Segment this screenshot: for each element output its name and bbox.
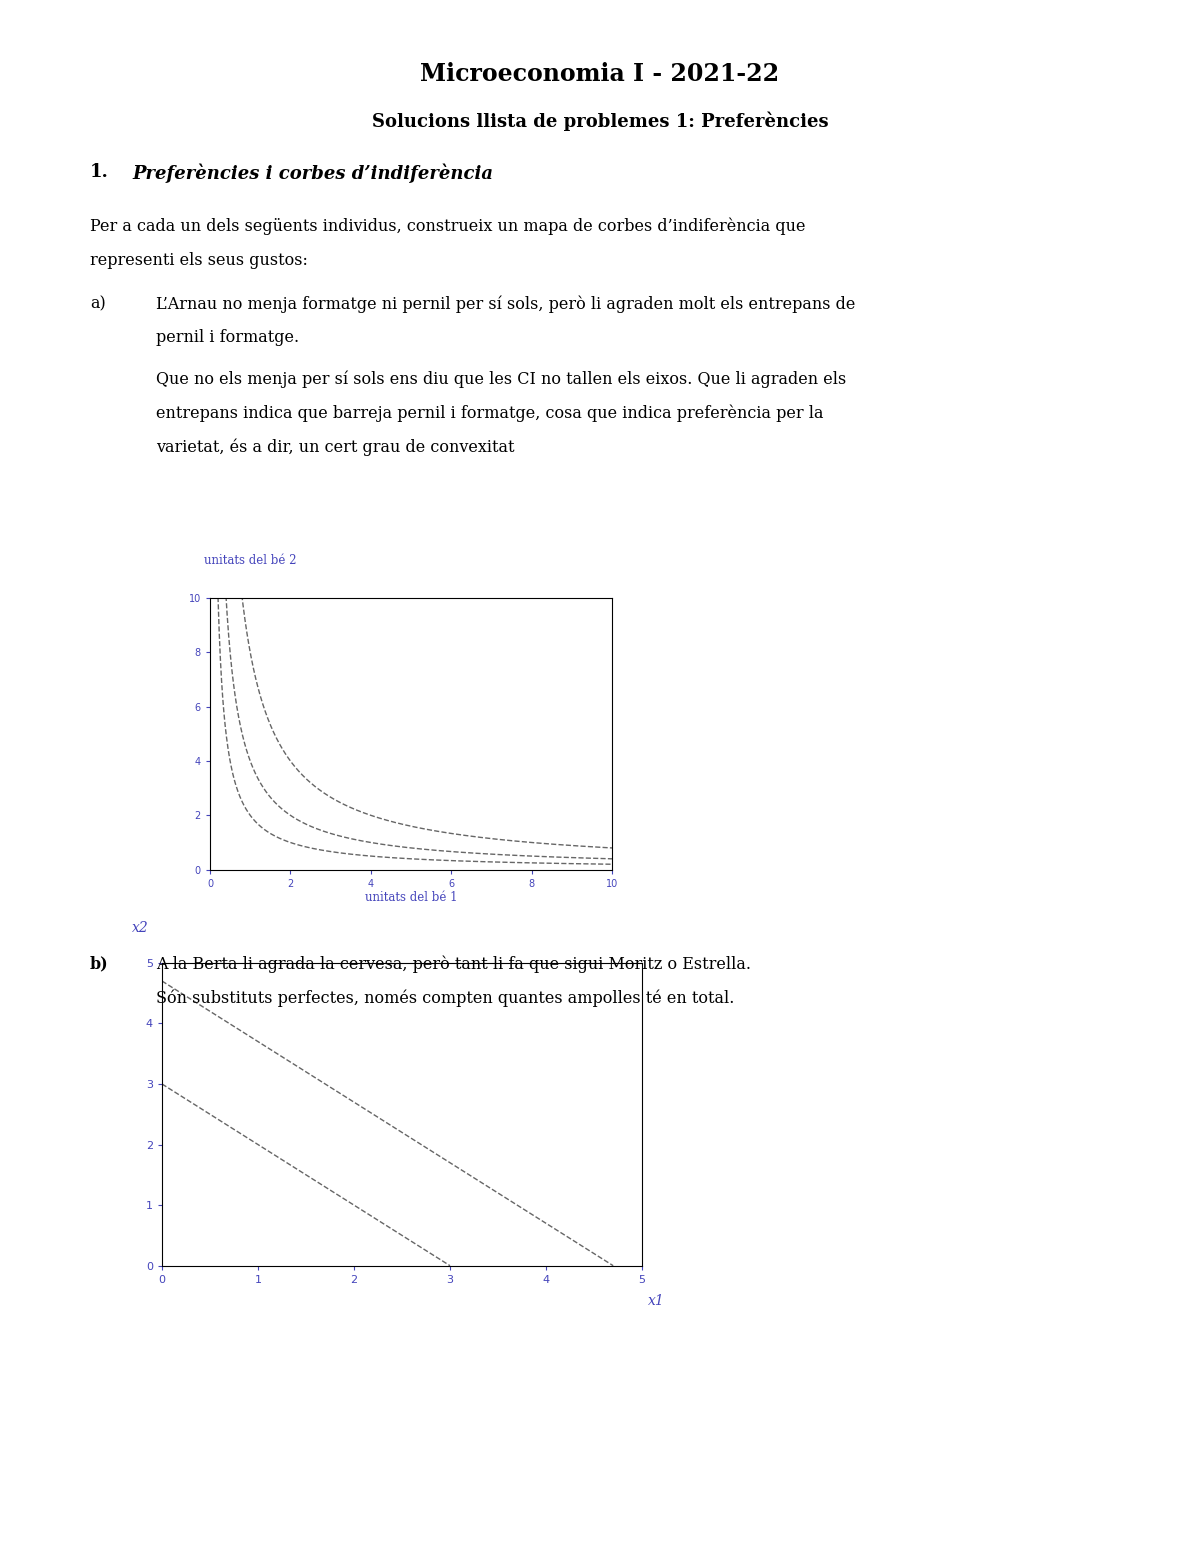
Text: pernil i formatge.: pernil i formatge. xyxy=(156,329,299,346)
Text: Preferències i corbes d’indiferència: Preferències i corbes d’indiferència xyxy=(132,163,493,183)
Text: Solucions llista de problemes 1: Preferències: Solucions llista de problemes 1: Preferè… xyxy=(372,112,828,132)
Text: x2: x2 xyxy=(132,921,149,935)
Text: Per a cada un dels següents individus, construeix un mapa de corbes d’indiferènc: Per a cada un dels següents individus, c… xyxy=(90,217,805,235)
X-axis label: unitats del bé 1: unitats del bé 1 xyxy=(365,891,457,904)
Text: b): b) xyxy=(90,955,109,972)
Text: varietat, és a dir, un cert grau de convexitat: varietat, és a dir, un cert grau de conv… xyxy=(156,438,515,457)
Text: entrepans indica que barreja pernil i formatge, cosa que indica preferència per : entrepans indica que barreja pernil i fo… xyxy=(156,404,823,422)
Text: Són substituts perfectes, només compten quantes ampolles té en total.: Són substituts perfectes, només compten … xyxy=(156,989,734,1006)
Text: L’Arnau no menja formatge ni pernil per sí sols, però li agraden molt els entrep: L’Arnau no menja formatge ni pernil per … xyxy=(156,295,856,312)
Text: unitats del bé 2: unitats del bé 2 xyxy=(204,554,296,567)
Text: 1.: 1. xyxy=(90,163,109,182)
Text: Que no els menja per sí sols ens diu que les CI no tallen els eixos. Que li agra: Que no els menja per sí sols ens diu que… xyxy=(156,370,846,388)
Text: x1: x1 xyxy=(648,1294,665,1308)
Text: representi els seus gustos:: representi els seus gustos: xyxy=(90,252,308,269)
Text: A la Berta li agrada la cervesa, però tant li fa que sigui Moritz o Estrella.: A la Berta li agrada la cervesa, però ta… xyxy=(156,955,751,972)
Text: a): a) xyxy=(90,295,106,312)
Text: Microeconomia I - 2021-22: Microeconomia I - 2021-22 xyxy=(420,62,780,85)
